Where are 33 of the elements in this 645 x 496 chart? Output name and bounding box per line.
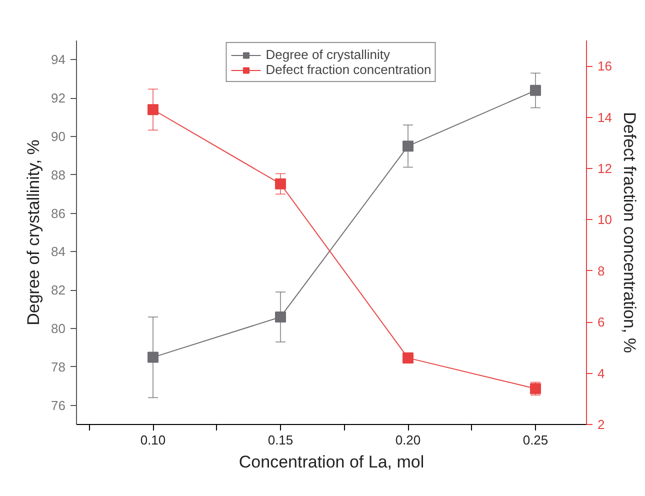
y2-tick-label: 2 <box>598 417 605 432</box>
y-tick-label: 92 <box>51 90 66 106</box>
point <box>402 140 414 152</box>
x-tick-label: 0.20 <box>395 432 421 448</box>
x-tick-label: 0.15 <box>268 432 294 448</box>
y2-tick-label: 16 <box>598 58 612 74</box>
y2-tick-label: 4 <box>598 366 605 381</box>
y2-tick-label: 14 <box>598 110 612 125</box>
y-tick-label: 82 <box>51 282 66 298</box>
y2-tick-label: 6 <box>598 314 605 330</box>
point <box>275 311 286 322</box>
x-tick-label: 0.25 <box>522 432 548 448</box>
y-tick-label: 94 <box>51 52 66 68</box>
y2-tick-label: 8 <box>598 263 605 278</box>
y-tick-label: 78 <box>51 359 66 374</box>
y-tick-label: 90 <box>51 129 66 144</box>
y-tick-label: 88 <box>51 167 66 182</box>
y-tick-label: 86 <box>51 206 66 221</box>
y2-tick-label: 12 <box>598 161 612 176</box>
point <box>275 178 286 190</box>
point <box>148 104 158 116</box>
legend-label: Defect fraction concentration <box>266 62 432 77</box>
legend-label: Degree of crystallinity <box>266 47 390 62</box>
y2-tick-label: 10 <box>598 212 612 228</box>
y-tick-label: 76 <box>51 398 66 413</box>
x-tick-label: 0.10 <box>140 432 166 448</box>
y-tick-label: 84 <box>51 244 66 260</box>
point <box>148 352 158 363</box>
y-tick-label: 80 <box>51 321 66 336</box>
y-axis-title: Degree of crystallinity, % <box>24 140 44 326</box>
y2-axis-title: Defect fraction concentration, % <box>620 112 639 353</box>
point <box>530 84 541 96</box>
x-axis-title: Concentration of La, mol <box>238 452 424 472</box>
